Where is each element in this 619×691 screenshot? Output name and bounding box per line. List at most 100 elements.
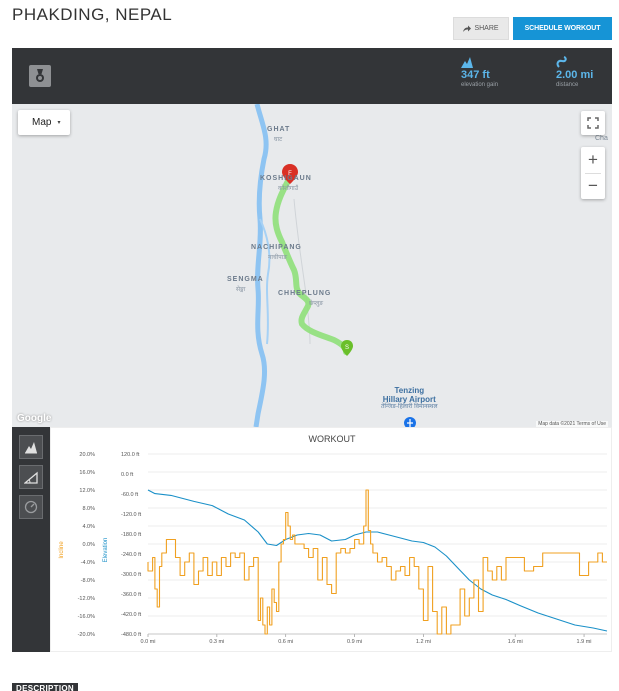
incline-tick-label: -4.0% <box>81 560 95 566</box>
place-sublabel-ghat: घाट <box>274 137 283 143</box>
elevation-series-line <box>147 489 608 632</box>
place-sublabel-sengma: सेङ्मा <box>236 287 246 293</box>
incline-tick-label: 0.0% <box>82 542 95 548</box>
elevation-tick-label: 120.0 ft <box>121 452 140 458</box>
distance-tick-label: 0.0 mi <box>141 639 156 645</box>
fullscreen-button[interactable] <box>581 111 605 135</box>
distance-tick-label: 0.3 mi <box>209 639 224 645</box>
speedometer-icon <box>24 500 38 514</box>
airport-label: Tenzing Hillary Airport तेन्जिङ-हिलारी व… <box>381 386 438 411</box>
map-attribution[interactable]: Map data ©2021 Terms of Use <box>536 421 608 427</box>
place-label-nachipang: NACHIPANG <box>251 244 302 251</box>
distance-label: distance <box>556 82 579 88</box>
chart-series <box>147 489 608 635</box>
distance-value: 2.00 mi <box>556 69 594 81</box>
distance-tick-label: 1.6 mi <box>508 639 523 645</box>
google-logo: Google <box>17 413 52 424</box>
incline-tick-label: 16.0% <box>79 470 95 476</box>
place-label-chheplung: CHHEPLUNG <box>278 290 332 297</box>
incline-tick-label: 20.0% <box>79 452 95 458</box>
plus-icon: + <box>588 150 598 169</box>
incline-tick-label: 4.0% <box>82 524 95 530</box>
place-sublabel-koshigaun: कोशीगाउँ <box>278 186 299 192</box>
zoom-control: + − <box>581 147 605 199</box>
airport-name-line1: Tenzing <box>394 386 425 395</box>
incline-series-line <box>147 489 607 635</box>
airport-sublabel: तेन्जिङ-हिलारी विमानस्थल <box>381 404 438 410</box>
airport-name-line2: Hillary Airport <box>382 395 436 404</box>
airport-pin[interactable] <box>404 417 416 427</box>
start-marker[interactable]: S <box>341 340 353 356</box>
elevation-axis-label: Elevation <box>103 538 109 563</box>
elevation-gain-value: 347 ft <box>461 69 490 81</box>
pace-view-button[interactable] <box>19 495 43 519</box>
elevation-tick-label: -180.0 ft <box>121 532 142 538</box>
distance-stat: 2.00 mi distance <box>556 56 593 88</box>
incline-icon <box>24 471 38 484</box>
route-line <box>272 174 349 355</box>
elevation-icon <box>461 57 473 68</box>
start-marker-letter: S <box>345 345 349 351</box>
elevation-axis: 120.0 ft 0.0 ft -60.0 ft -120.0 ft -180.0 ft… <box>121 452 142 638</box>
elevation-icon <box>25 442 37 454</box>
distance-tick-label: 0.9 mi <box>347 639 362 645</box>
distance-tick-label: 1.2 mi <box>416 639 431 645</box>
zoom-in-button[interactable]: + <box>581 147 605 173</box>
page-title: PHAKDING, NEPAL <box>12 5 173 24</box>
river <box>253 104 269 427</box>
chart-grid <box>148 453 607 635</box>
river-branch <box>259 218 271 345</box>
workout-chart[interactable]: WORKOUT 20.0% 16.0% 12.0% 8.0% 4.0% 0.0% -4.0%… <box>50 427 612 652</box>
map-type-dropdown[interactable]: Map ▾ <box>18 110 70 135</box>
zoom-out-button[interactable]: − <box>581 173 605 199</box>
incline-axis: 20.0% 16.0% 12.0% 8.0% 4.0% 0.0% -4.0% -8.0% -12… <box>78 452 96 638</box>
zoom-divider <box>585 173 601 174</box>
elevation-tick-label: -120.0 ft <box>121 512 142 518</box>
elevation-gain-label: elevation gain <box>461 82 499 88</box>
finish-marker-letter: F <box>288 171 292 177</box>
place-sublabel-nachipang: नाचीपाङ <box>268 255 288 261</box>
elevation-tick-label: -360.0 ft <box>121 592 142 598</box>
fullscreen-icon <box>587 117 599 129</box>
elevation-tick-label: -60.0 ft <box>121 492 139 498</box>
elevation-tick-label: -300.0 ft <box>121 572 142 578</box>
place-label-sengma: SENGMA <box>227 276 264 283</box>
caret-down-icon: ▾ <box>57 120 61 126</box>
elevation-gain-stat: 347 ft elevation gain <box>461 56 498 88</box>
elevation-view-button[interactable] <box>19 435 43 459</box>
chart-title: WORKOUT <box>308 434 356 444</box>
map-type-label: Map <box>32 117 52 128</box>
map-edge-label: Cha <box>595 135 608 142</box>
incline-axis-label: Incline <box>59 541 65 559</box>
distance-tick-label: 0.6 mi <box>278 639 293 645</box>
incline-tick-label: -20.0% <box>78 632 96 638</box>
share-button[interactable]: SHARE <box>453 17 509 40</box>
finish-marker[interactable]: F <box>282 164 298 184</box>
distance-tick-label: 1.9 mi <box>577 639 592 645</box>
map-canvas[interactable]: F S <box>12 104 612 427</box>
incline-tick-label: -16.0% <box>78 614 96 620</box>
elevation-tick-label: -480.0 ft <box>121 632 142 638</box>
distance-icon <box>556 56 567 68</box>
elevation-tick-label: -420.0 ft <box>121 612 142 618</box>
minus-icon: − <box>588 176 598 195</box>
incline-tick-label: -8.0% <box>81 578 95 584</box>
chart-toolbar <box>12 427 50 652</box>
place-sublabel-chheplung: छेप्लुङ <box>309 301 324 307</box>
stats-bar: 347 ft elevation gain 2.00 mi distance <box>12 48 612 104</box>
incline-view-button[interactable] <box>19 465 43 489</box>
elevation-tick-label: 0.0 ft <box>121 472 134 478</box>
schedule-workout-button[interactable]: SCHEDULE WORKOUT <box>513 17 612 40</box>
description-heading: DESCRIPTION <box>12 683 78 691</box>
share-button-label: SHARE <box>474 25 499 32</box>
medal-icon <box>29 65 51 87</box>
incline-tick-label: -12.0% <box>78 596 96 602</box>
route-map[interactable]: F S GHAT घाट KOSHIGAUN कोशीगाउँ NACHIPAN… <box>12 104 612 427</box>
chart-canvas[interactable]: 20.0% 16.0% 12.0% 8.0% 4.0% 0.0% -4.0% -8.0% -12… <box>51 428 613 653</box>
share-icon <box>463 25 472 32</box>
distance-axis: 0.0 mi 0.3 mi 0.6 mi 0.9 mi 1.2 mi 1.6 mi 1.9 … <box>141 633 607 645</box>
incline-tick-label: 8.0% <box>82 506 95 512</box>
elevation-tick-label: -240.0 ft <box>121 552 142 558</box>
place-label-ghat: GHAT <box>267 126 291 133</box>
